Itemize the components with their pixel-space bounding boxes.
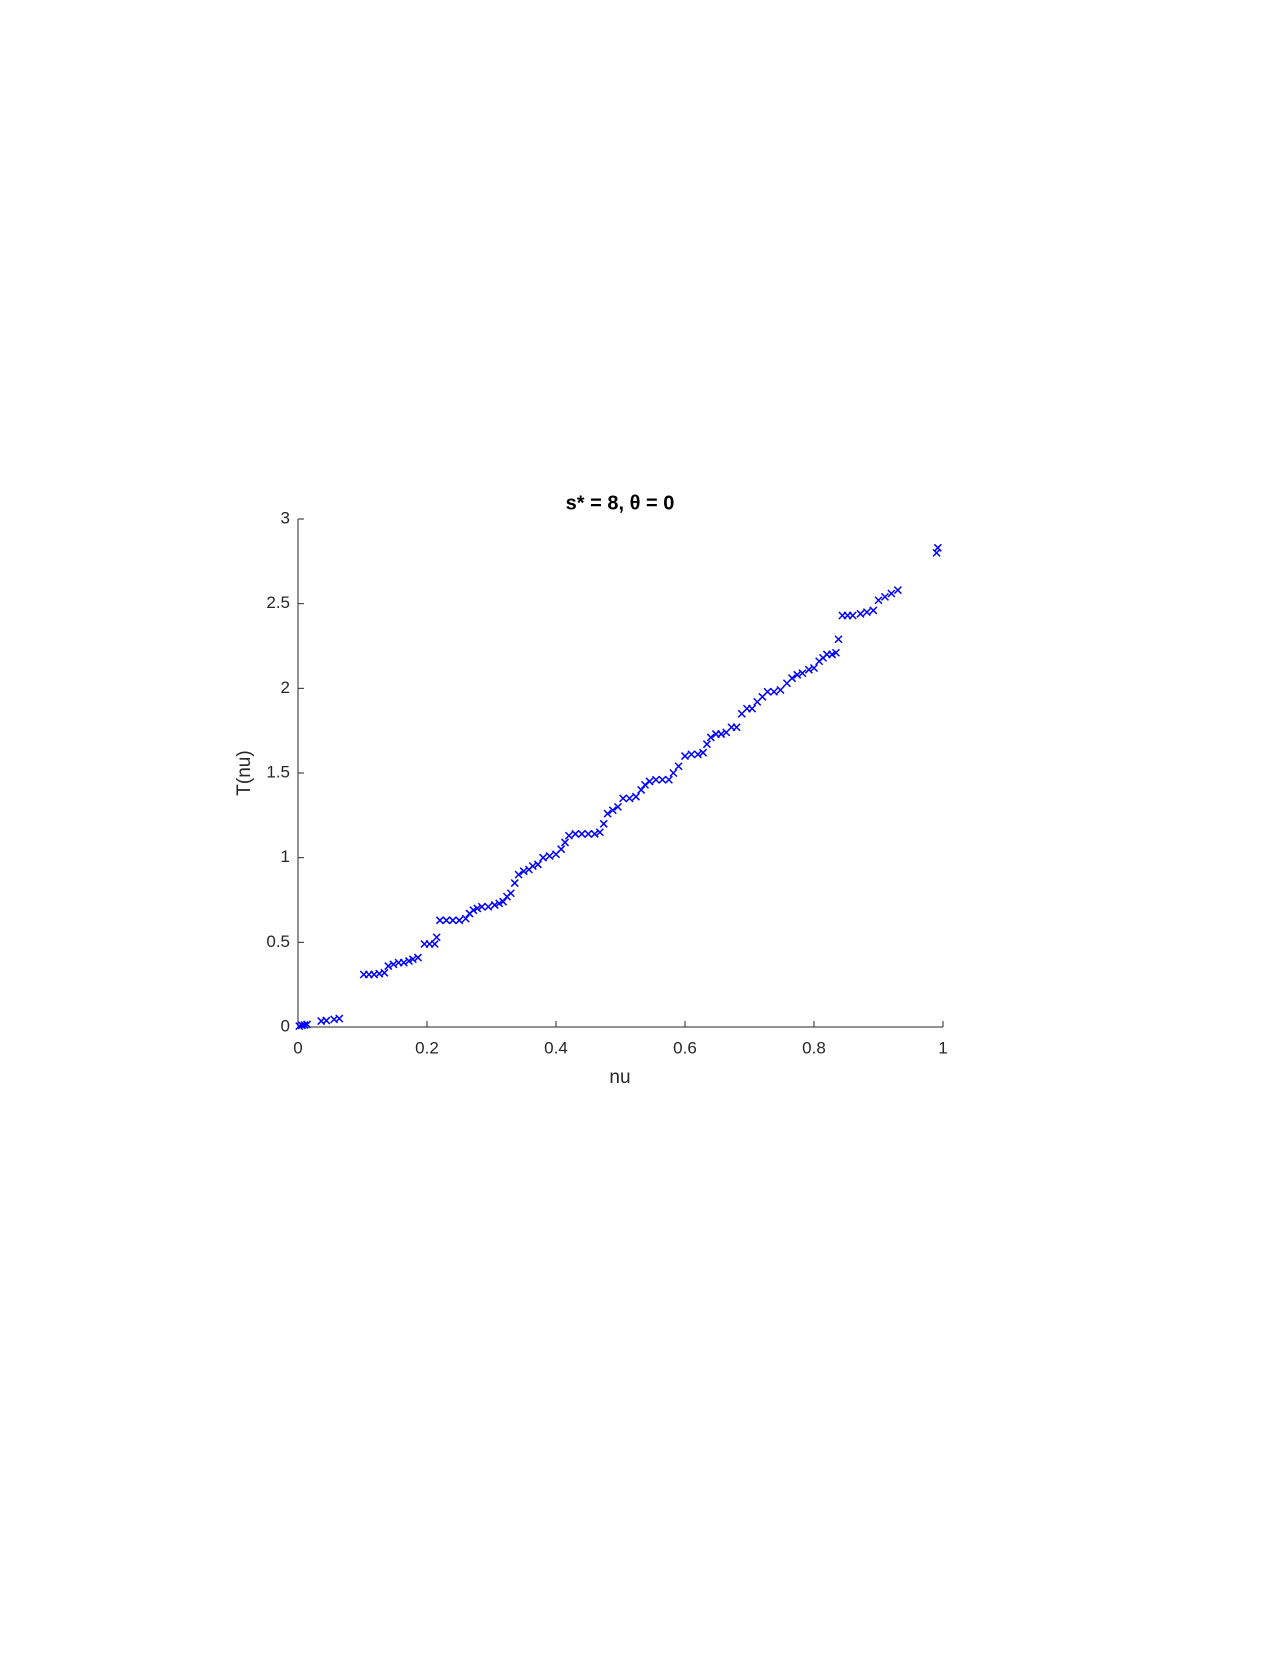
point [335, 1014, 344, 1023]
point [664, 775, 673, 784]
point [619, 794, 628, 803]
y-tick-label: 0.5 [266, 932, 290, 951]
point [399, 958, 408, 967]
point [831, 648, 840, 657]
point [680, 752, 690, 761]
point [584, 829, 593, 838]
point [389, 960, 398, 969]
point [608, 806, 617, 815]
point [699, 748, 708, 757]
point [384, 962, 393, 971]
point [300, 1020, 309, 1030]
point [380, 968, 389, 977]
point [528, 862, 537, 871]
point [490, 901, 499, 910]
point [461, 914, 470, 923]
point [798, 669, 807, 678]
point [631, 792, 641, 801]
point [637, 785, 646, 794]
point [625, 794, 634, 803]
point [599, 819, 608, 828]
point [430, 939, 439, 949]
point [717, 730, 726, 739]
y-tick-label: 1.5 [266, 762, 290, 781]
point [732, 723, 741, 732]
point [776, 685, 785, 695]
point [874, 596, 883, 605]
y-tick-label: 2.5 [266, 593, 290, 612]
point [571, 829, 580, 838]
point [933, 543, 942, 552]
point [477, 902, 486, 911]
point [748, 704, 757, 713]
point [435, 916, 444, 925]
point [645, 777, 654, 786]
point [887, 589, 896, 598]
point [669, 768, 678, 778]
point [651, 775, 661, 784]
point [577, 829, 586, 838]
point [514, 870, 523, 879]
point [613, 802, 622, 811]
point [706, 733, 715, 742]
point [880, 592, 889, 601]
point [809, 663, 819, 673]
point [484, 902, 493, 911]
x-tick-label: 0.2 [415, 1038, 439, 1057]
point [564, 831, 573, 840]
point [455, 916, 464, 925]
point [595, 828, 604, 837]
x-tick-label: 0.6 [673, 1038, 697, 1057]
point [674, 762, 683, 771]
point [932, 548, 941, 557]
point [702, 740, 711, 749]
point [473, 904, 482, 913]
y-tick-label: 2 [281, 678, 290, 697]
point [506, 889, 515, 898]
x-axis-label: nu [609, 1067, 630, 1088]
point [533, 860, 542, 869]
point [793, 670, 802, 679]
point [834, 635, 843, 644]
point [869, 606, 878, 615]
point [763, 687, 772, 696]
point [590, 829, 599, 838]
point [408, 955, 417, 964]
point [545, 851, 554, 861]
point [322, 1016, 331, 1025]
point [603, 809, 612, 818]
point [769, 687, 779, 696]
point [539, 853, 548, 862]
y-tick-label: 1 [281, 847, 290, 866]
point [560, 838, 570, 847]
point [432, 933, 441, 942]
point [862, 608, 871, 617]
point [510, 879, 519, 888]
y-tick-label: 3 [281, 508, 290, 527]
x-tick-label: 0.4 [544, 1038, 568, 1057]
point [302, 1020, 312, 1029]
point [413, 953, 423, 962]
point [856, 609, 865, 618]
y-tick-label: 0 [281, 1016, 290, 1035]
point [788, 674, 797, 683]
point [519, 867, 528, 876]
x-tick-label: 1 [938, 1038, 947, 1057]
point [442, 916, 451, 925]
point [557, 845, 566, 854]
x-tick-label: 0 [293, 1038, 302, 1057]
y-axis-label: T(nu) [234, 750, 255, 795]
point [448, 916, 457, 925]
point [658, 775, 667, 784]
chart-title: s* = 8, θ = 0 [566, 492, 675, 514]
point [893, 586, 902, 595]
point [499, 897, 508, 906]
point [687, 750, 696, 759]
point [848, 611, 857, 620]
point [804, 665, 813, 674]
point [693, 750, 702, 759]
x-tick-label: 0.8 [802, 1038, 826, 1057]
point [640, 780, 650, 789]
